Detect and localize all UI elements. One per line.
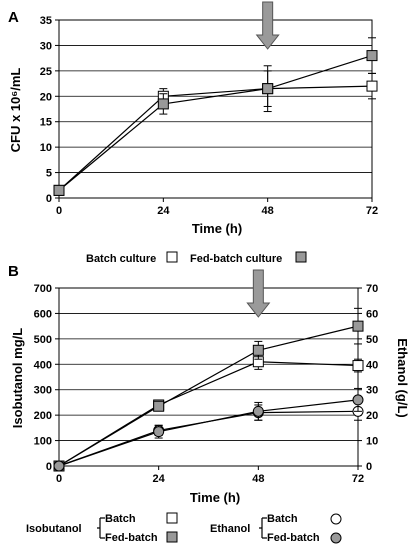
panel-b-isobutanol-fed-batch-point-72 — [352, 320, 364, 332]
panel-a-x-tick-label-48: 48 — [262, 205, 274, 217]
panel-a-fed-batch-culture-point-24 — [157, 98, 169, 110]
legend-b-isobutanol-batch-marker — [166, 512, 178, 524]
panel-a-batch-culture-point-72 — [366, 80, 378, 92]
panel-a-y-axis-title: CFU x 10⁶/mL — [8, 68, 23, 153]
panel-b-y2-tick-label-10: 10 — [366, 436, 378, 448]
panel-b-y-tick-label-500: 500 — [34, 334, 52, 346]
panel-b-y-axis-title: Isobutanol mg/L — [10, 328, 25, 428]
panel-a-fed-batch-culture-series-line — [58, 55, 373, 191]
panel-a-fed-batch-culture-point-0 — [53, 184, 65, 196]
panel-a-y-tick-label-25: 25 — [40, 66, 52, 78]
panel-b-isobutanol-fed-batch-series-line — [58, 325, 359, 467]
panel-a-x-tick-label-72: 72 — [366, 205, 378, 217]
panel-a-fed-batch-culture-point-48 — [262, 83, 274, 95]
legend-b-isobutanol-label: Isobutanol — [26, 523, 82, 535]
panel-a-batch-culture-series-line — [58, 85, 373, 191]
legend-a-fedbatch-label: Fed-batch culture — [190, 253, 282, 265]
panel-a-y-tick-label-10: 10 — [40, 142, 52, 154]
panel-letter-a: A — [8, 9, 19, 26]
legend-a-batch-label: Batch culture — [86, 253, 156, 265]
legend-a-fedbatch-marker — [295, 251, 307, 263]
panel-b-y-tick-label-700: 700 — [34, 283, 52, 295]
panel-b-y2-tick-label-40: 40 — [366, 359, 378, 371]
panel-a-y-tick-label-15: 15 — [40, 117, 52, 129]
panel-b-y2-tick-label-70: 70 — [366, 283, 378, 295]
panel-b-y2-tick-label-60: 60 — [366, 308, 378, 320]
legend-b-isobutanol-fedbatch-marker — [166, 531, 178, 543]
legend-b-ethanol-fedbatch-marker — [330, 532, 342, 544]
panel-b-ethanol-fed-batch-point-48 — [252, 405, 264, 417]
panel-a-plot-frame — [58, 19, 373, 199]
panel-b-ethanol-fed-batch-point-72 — [352, 394, 364, 406]
panel-a-y-tick-label-5: 5 — [46, 168, 52, 180]
panel-b-y-tick-label-600: 600 — [34, 308, 52, 320]
panel-b-x-tick-label-24: 24 — [153, 473, 166, 485]
panel-b-ethanol-fed-batch-point-0 — [53, 460, 65, 472]
panel-b-y2-tick-label-30: 30 — [366, 385, 378, 397]
legend-b: Isobutanol Batch Fed-batch Ethanol Batch… — [26, 512, 342, 544]
panel-a-y-tick-label-20: 20 — [40, 91, 52, 103]
panel-b-y2-tick-label-50: 50 — [366, 334, 378, 346]
panel-a-y-tick-label-35: 35 — [40, 15, 52, 27]
legend-b-isobutanol-bracket — [97, 517, 105, 539]
panel-b-x-axis-title: Time (h) — [190, 490, 240, 505]
panel-b-plot-frame — [58, 287, 359, 467]
legend-b-ethanol-batch-marker — [330, 513, 342, 525]
panel-b-arrow-marker — [246, 269, 271, 318]
panel-b-y-tick-label-0: 0 — [46, 461, 52, 473]
panel-a-x-axis-title: Time (h) — [192, 221, 242, 236]
panel-letter-b: B — [8, 263, 19, 280]
legend-a-batch-marker — [166, 251, 178, 263]
panel-b-y2-axis-title: Ethanol (g/L) — [395, 338, 408, 417]
legend-b-ethanol-label: Ethanol — [210, 523, 250, 535]
panel-b-y2-tick-label-0: 0 — [366, 461, 372, 473]
panel-b-isobutanol-fed-batch-point-24 — [153, 400, 165, 412]
panel-b-y-tick-label-400: 400 — [34, 359, 52, 371]
panel-b-x-tick-label-48: 48 — [252, 473, 264, 485]
panel-b-x-tick-label-72: 72 — [352, 473, 364, 485]
panel-b-isobutanol-fed-batch-point-48 — [252, 344, 264, 356]
legend-b-ethanol-fedbatch-label: Fed-batch — [267, 532, 320, 544]
panel-a-fed-batch-culture-point-72 — [366, 50, 378, 62]
panel-a-x-tick-label-24: 24 — [157, 205, 170, 217]
legend-b-isobutanol-batch-label: Batch — [105, 513, 136, 525]
panel-b-ethanol-fed-batch-point-24 — [153, 426, 165, 438]
legend-b-ethanol-bracket — [259, 517, 267, 539]
panel-b-y2-tick-label-20: 20 — [366, 410, 378, 422]
panel-a-y-tick-label-0: 0 — [46, 193, 52, 205]
panel-b-y-tick-label-300: 300 — [34, 385, 52, 397]
panel-b-y-tick-label-200: 200 — [34, 410, 52, 422]
panel-a-arrow-marker — [255, 1, 280, 50]
legend-a: Batch culture Fed-batch culture — [86, 251, 307, 265]
legend-b-ethanol-batch-label: Batch — [267, 513, 298, 525]
legend-b-isobutanol-fedbatch-label: Fed-batch — [105, 532, 158, 544]
panel-b-isobutanol-batch-point-72 — [352, 360, 364, 372]
chart-panel-a: 0 5 10 15 20 25 30 35 0 24 48 72 — [40, 1, 378, 217]
panel-b-ethanol-fed-batch-series-line — [58, 399, 359, 467]
panel-a-y-tick-label-30: 30 — [40, 40, 52, 52]
panel-a-x-tick-label-0: 0 — [56, 205, 62, 217]
panel-b-x-tick-label-0: 0 — [56, 473, 62, 485]
panel-b-y-tick-label-100: 100 — [34, 436, 52, 448]
